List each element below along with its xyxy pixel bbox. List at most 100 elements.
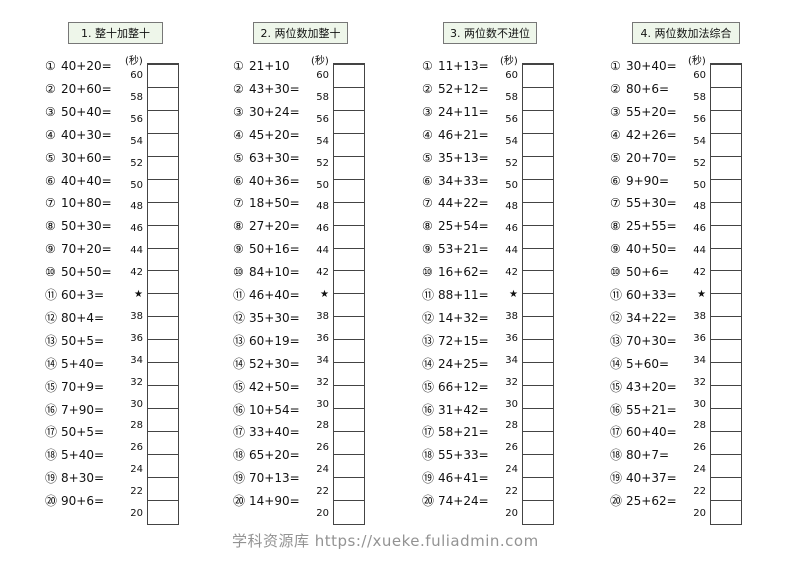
answer-cell[interactable] <box>711 157 741 180</box>
answer-cell[interactable] <box>711 478 741 501</box>
answer-cell[interactable] <box>334 111 364 134</box>
answer-cell[interactable] <box>711 271 741 295</box>
answer-cell[interactable] <box>148 294 178 318</box>
answer-cell[interactable] <box>148 226 178 249</box>
answer-cell[interactable] <box>523 432 553 455</box>
problem-expression: 63+30= <box>249 150 300 165</box>
answer-cell[interactable] <box>711 88 741 111</box>
answer-cell[interactable] <box>334 478 364 501</box>
answer-cell[interactable] <box>148 432 178 455</box>
answer-cell[interactable] <box>523 386 553 410</box>
answer-cell[interactable] <box>711 249 741 272</box>
answer-cell[interactable] <box>334 249 364 272</box>
answer-cell[interactable] <box>711 180 741 203</box>
answer-cell[interactable] <box>523 478 553 501</box>
answer-cell[interactable] <box>334 271 364 295</box>
answer-cell[interactable] <box>711 409 741 432</box>
answer-cell[interactable] <box>148 386 178 410</box>
problem-expression: 21+10 <box>249 59 290 73</box>
scale-label: 26 <box>693 442 706 454</box>
answer-cell[interactable] <box>334 501 364 524</box>
problem-item: ⑩ 50+6= <box>610 264 669 280</box>
answer-cell[interactable] <box>148 340 178 364</box>
answer-cell[interactable] <box>148 409 178 432</box>
answer-cell[interactable] <box>711 432 741 455</box>
answer-cell[interactable] <box>334 363 364 387</box>
answer-cell[interactable] <box>523 157 553 180</box>
answer-cell[interactable] <box>711 203 741 226</box>
answer-cell[interactable] <box>334 386 364 410</box>
answer-cell[interactable] <box>148 501 178 524</box>
answer-cell[interactable] <box>334 226 364 249</box>
answer-cell[interactable] <box>334 134 364 157</box>
answer-cell[interactable] <box>711 134 741 157</box>
scale-label: 54 <box>505 135 518 147</box>
answer-cell[interactable] <box>523 180 553 203</box>
problem-item: ⑲ 70+13= <box>233 470 300 486</box>
answer-cell[interactable] <box>148 203 178 226</box>
answer-cell[interactable] <box>148 111 178 134</box>
answer-cell[interactable] <box>523 111 553 134</box>
answer-cell[interactable] <box>148 317 178 341</box>
answer-cell[interactable] <box>334 157 364 180</box>
answer-cell[interactable] <box>148 180 178 203</box>
answer-cell[interactable] <box>711 226 741 249</box>
answer-cell[interactable] <box>334 294 364 318</box>
star-icon: ★ <box>509 289 518 300</box>
answer-cell[interactable] <box>523 203 553 226</box>
answer-cell[interactable] <box>334 340 364 364</box>
answer-cell[interactable] <box>148 478 178 501</box>
answer-cell[interactable] <box>523 409 553 432</box>
answer-cell[interactable] <box>523 455 553 478</box>
answer-cell[interactable] <box>523 294 553 318</box>
problem-number: ⑫ <box>45 310 58 325</box>
answer-cell[interactable] <box>334 180 364 203</box>
answer-cell[interactable] <box>334 317 364 341</box>
problem-number: ⑨ <box>610 242 621 257</box>
problem-item: ⑮ 43+20= <box>610 379 677 395</box>
answer-cell[interactable] <box>711 455 741 478</box>
answer-cell[interactable] <box>711 363 741 387</box>
answer-cell[interactable] <box>148 134 178 157</box>
answer-cell[interactable] <box>334 455 364 478</box>
answer-cell[interactable] <box>334 65 364 88</box>
scale-label: 42 <box>505 267 518 279</box>
problem-number: ⑱ <box>233 448 246 463</box>
answer-cell[interactable] <box>523 226 553 249</box>
answer-cell[interactable] <box>148 249 178 272</box>
answer-cell[interactable] <box>523 363 553 387</box>
answer-cell[interactable] <box>711 501 741 524</box>
problem-item: ⑭ 52+30= <box>233 356 300 372</box>
answer-cell[interactable] <box>523 134 553 157</box>
answer-cell[interactable] <box>523 88 553 111</box>
problem-number: ⑪ <box>45 288 58 302</box>
answer-cell[interactable] <box>334 203 364 226</box>
answer-cell[interactable] <box>523 249 553 272</box>
answer-cell[interactable] <box>523 271 553 295</box>
answer-cell[interactable] <box>711 65 741 88</box>
answer-cell[interactable] <box>711 317 741 341</box>
scale-label: 52 <box>316 157 329 169</box>
answer-cell[interactable] <box>711 386 741 410</box>
problem-number: ⑭ <box>45 356 58 371</box>
answer-cell[interactable] <box>148 157 178 180</box>
answer-cell[interactable] <box>148 363 178 387</box>
answer-cell[interactable] <box>148 88 178 111</box>
answer-cell[interactable] <box>148 455 178 478</box>
answer-cell[interactable] <box>334 432 364 455</box>
scale-label: 56 <box>130 113 143 125</box>
problem-number: ⑪ <box>422 288 435 302</box>
answer-cell[interactable] <box>334 409 364 432</box>
problem-expression: 46+21= <box>438 127 489 142</box>
answer-cell[interactable] <box>523 317 553 341</box>
problem-expression: 30+60= <box>61 150 112 165</box>
answer-cell[interactable] <box>523 340 553 364</box>
answer-cell[interactable] <box>711 294 741 318</box>
answer-cell[interactable] <box>523 501 553 524</box>
answer-cell[interactable] <box>523 65 553 88</box>
answer-cell[interactable] <box>148 271 178 295</box>
answer-cell[interactable] <box>711 111 741 134</box>
answer-cell[interactable] <box>148 65 178 88</box>
answer-cell[interactable] <box>711 340 741 364</box>
answer-cell[interactable] <box>334 88 364 111</box>
